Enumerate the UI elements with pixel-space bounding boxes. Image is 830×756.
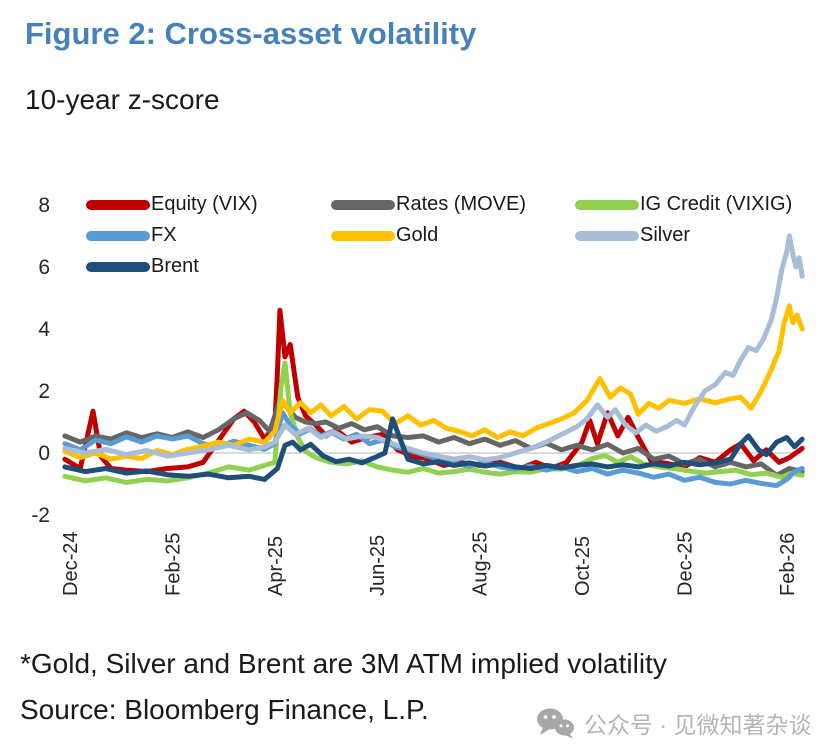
legend-label: Rates (MOVE) (396, 193, 527, 215)
x-axis-label: Dec-25 (674, 532, 696, 596)
legend-label: Equity (VIX) (151, 193, 258, 215)
line-chart: 8 6 4 2 0 -2 Dec-24 Feb-25 Apr-25 Jun-25 Aug-25 Oct… (31, 194, 805, 597)
series-line-equity-vix (62, 307, 805, 475)
legend-swatch-equity-vix (86, 199, 150, 210)
legend-label: Silver (640, 224, 691, 246)
legend-item-silver: Silver (575, 224, 792, 246)
legend-label: FX (151, 224, 177, 246)
y-axis-label: 2 (38, 380, 50, 403)
y-axis-label: 6 (38, 256, 50, 279)
y-axis-label: 8 (38, 194, 50, 217)
legend-item-gold: Gold (331, 224, 575, 246)
series-line-silver (62, 233, 805, 463)
legend-swatch-brent (86, 261, 150, 272)
chart-area: 8 6 4 2 0 -2 Dec-24 Feb-25 Apr-25 Jun-25 Aug-25 Oct… (0, 183, 830, 618)
series-line-brent (62, 416, 805, 482)
legend-item-brent: Brent (86, 255, 331, 277)
legend-label: IG Credit (VIXIG) (640, 193, 793, 215)
wechat-icon (537, 708, 574, 739)
x-axis-label: Jun-25 (367, 535, 389, 596)
legend-item-fx: FX (86, 224, 331, 246)
x-axis-label: Apr-25 (265, 536, 287, 596)
legend-swatch-silver (575, 230, 639, 241)
chart-legend: Equity (VIX) Rates (MOVE) IG Credit (VIXIG… (86, 193, 793, 277)
legend-item-equity-vix: Equity (VIX) (86, 193, 331, 215)
y-axis-label: -2 (31, 504, 50, 527)
figure-title: Figure 2: Cross-asset volatility (25, 16, 477, 51)
watermark-text: 公众号 · 见微知著杂谈 (584, 712, 812, 738)
legend-swatch-fx (86, 230, 150, 241)
series-line-gold (62, 303, 805, 462)
x-axis-label: Aug-25 (470, 532, 492, 597)
legend-label: Brent (151, 255, 199, 277)
legend-swatch-rates-move (331, 199, 395, 210)
legend-item-rates-move: Rates (MOVE) (331, 193, 575, 215)
x-axis-label: Feb-25 (162, 533, 184, 596)
x-axis-label: Dec-24 (60, 532, 82, 596)
y-axis-label: 0 (38, 442, 50, 465)
chart-footnote: *Gold, Silver and Brent are 3M ATM impli… (20, 648, 667, 679)
figure-subtitle: 10-year z-score (25, 84, 220, 115)
chart-source: Source: Bloomberg Finance, L.P. (20, 694, 429, 725)
series-line-rates-move (62, 397, 805, 478)
legend-swatch-gold (331, 230, 395, 241)
legend-item-ig-credit-vixig: IG Credit (VIXIG) (575, 193, 793, 215)
y-axis-label: 4 (38, 318, 50, 341)
series-line-ig-credit-vixig (62, 360, 805, 485)
x-axis-label: Oct-25 (572, 536, 594, 596)
watermark: 公众号 · 见微知著杂谈 (536, 706, 811, 740)
legend-label: Gold (396, 224, 439, 246)
x-axis-label: Feb-26 (777, 533, 799, 596)
legend-swatch-ig-credit-vixig (575, 199, 639, 210)
